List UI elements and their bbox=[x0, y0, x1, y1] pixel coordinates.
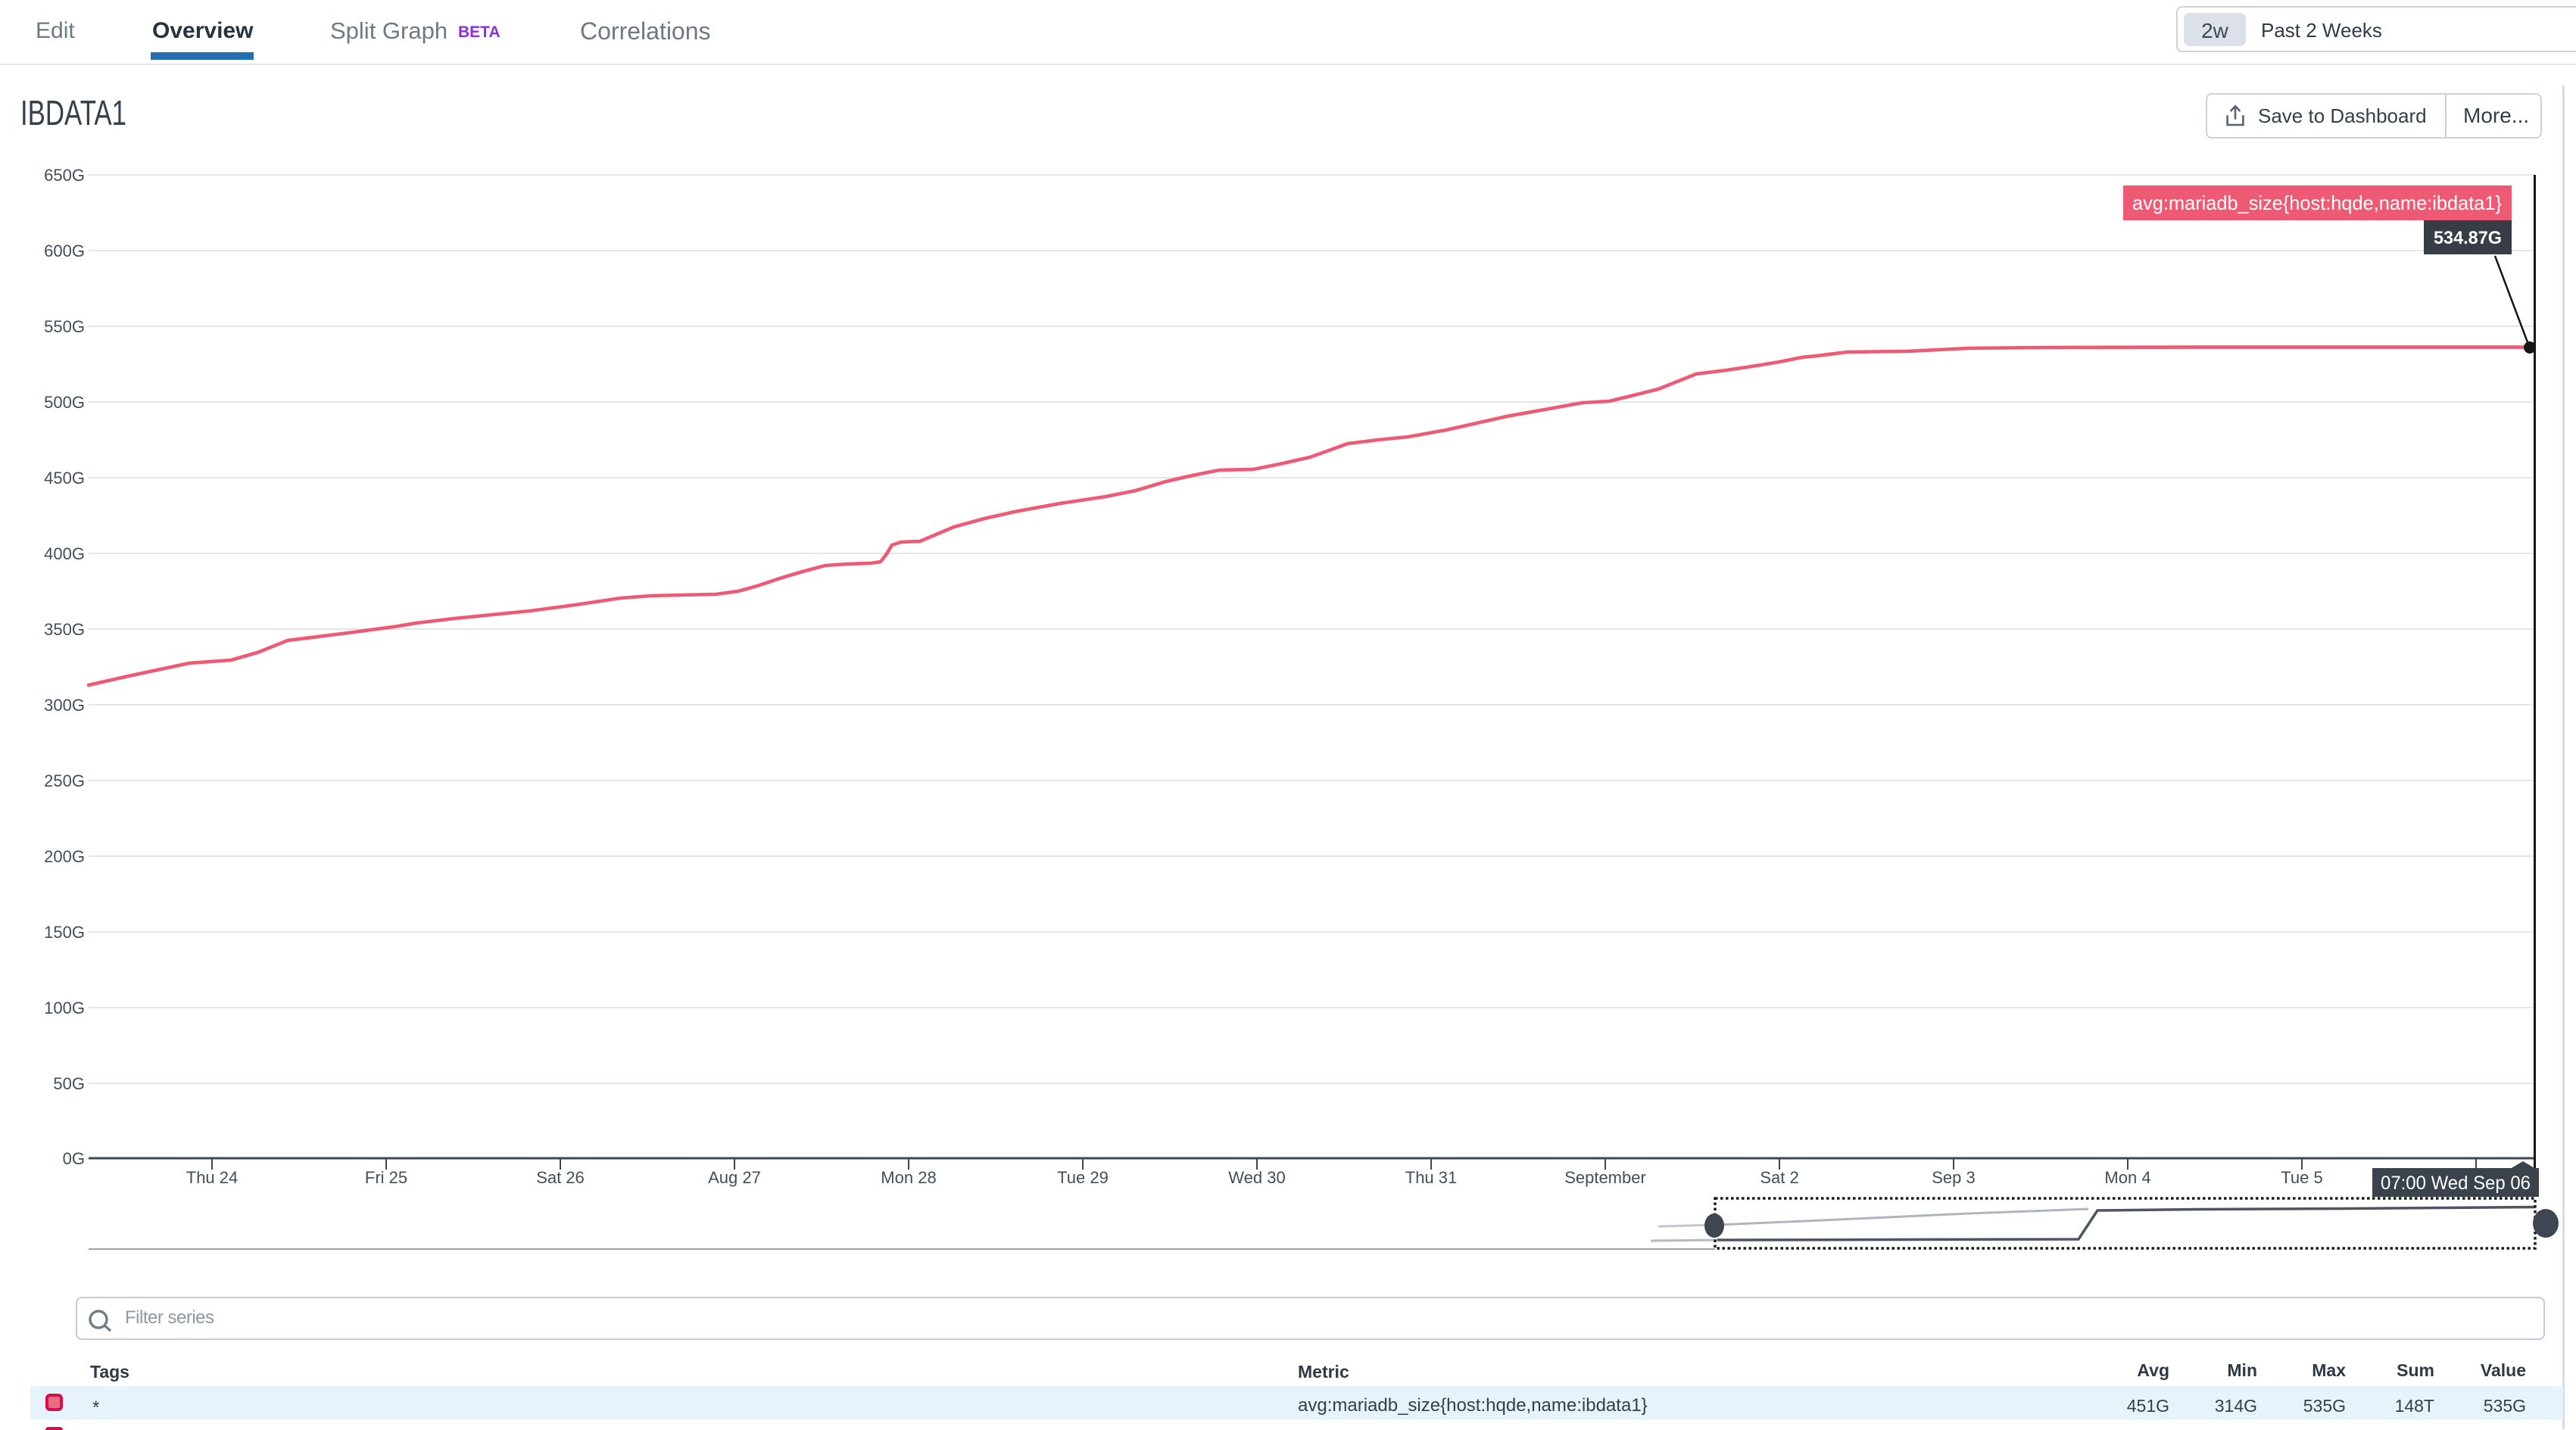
svg-text:Wed 30: Wed 30 bbox=[1228, 1168, 1285, 1187]
svg-text:150G: 150G bbox=[44, 923, 85, 942]
svg-text:100G: 100G bbox=[44, 999, 85, 1017]
svg-text:350G: 350G bbox=[44, 620, 85, 639]
svg-text:avg:mariadb_size{host:hqde,nam: avg:mariadb_size{host:hqde,name:ibdata1} bbox=[2132, 192, 2502, 214]
svg-text:300G: 300G bbox=[44, 696, 85, 715]
svg-text:500G: 500G bbox=[44, 393, 85, 412]
svg-text:450G: 450G bbox=[44, 469, 85, 488]
svg-text:600G: 600G bbox=[44, 241, 85, 260]
svg-text:200G: 200G bbox=[44, 847, 85, 866]
svg-text:250G: 250G bbox=[44, 771, 85, 790]
svg-text:07:00 Wed Sep 06: 07:00 Wed Sep 06 bbox=[2381, 1173, 2531, 1194]
svg-text:Tue 29: Tue 29 bbox=[1057, 1168, 1109, 1187]
svg-text:650G: 650G bbox=[44, 166, 85, 185]
svg-text:Mon 28: Mon 28 bbox=[881, 1168, 936, 1187]
svg-text:September: September bbox=[1564, 1168, 1646, 1187]
svg-text:Tue 5: Tue 5 bbox=[2281, 1168, 2322, 1187]
svg-text:50G: 50G bbox=[53, 1074, 85, 1093]
svg-text:Mon 4: Mon 4 bbox=[2104, 1168, 2150, 1187]
svg-text:400G: 400G bbox=[44, 544, 85, 563]
svg-text:Sat 26: Sat 26 bbox=[536, 1168, 585, 1187]
svg-text:Sat 2: Sat 2 bbox=[1760, 1168, 1798, 1187]
svg-text:0G: 0G bbox=[63, 1149, 85, 1168]
svg-text:Fri 25: Fri 25 bbox=[365, 1168, 407, 1187]
svg-text:534.87G: 534.87G bbox=[2434, 228, 2502, 248]
svg-text:550G: 550G bbox=[44, 317, 85, 336]
svg-text:Aug 27: Aug 27 bbox=[708, 1168, 761, 1187]
svg-text:Thu 31: Thu 31 bbox=[1405, 1168, 1458, 1187]
svg-text:Thu 24: Thu 24 bbox=[186, 1168, 239, 1187]
svg-text:Sep 3: Sep 3 bbox=[1932, 1168, 1976, 1187]
